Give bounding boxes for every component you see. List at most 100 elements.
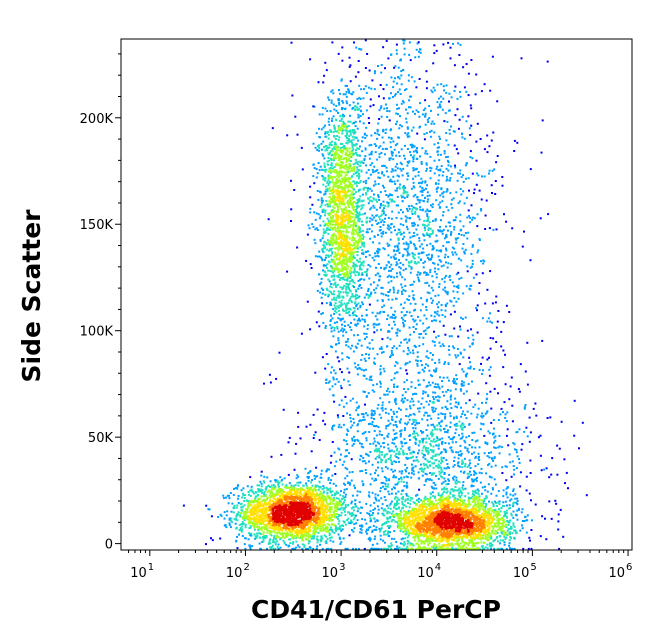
data-point (473, 543, 476, 546)
data-point (251, 521, 254, 524)
data-point (278, 490, 281, 493)
data-point (303, 524, 306, 527)
data-point (324, 496, 327, 499)
data-point (312, 506, 315, 509)
data-point (522, 547, 525, 550)
data-point (280, 529, 283, 532)
data-point (277, 507, 280, 510)
data-point (423, 527, 425, 530)
data-point (241, 516, 244, 519)
data-point (416, 534, 419, 537)
data-point (255, 506, 257, 509)
data-point (325, 486, 328, 489)
data-point (304, 516, 307, 519)
data-point (388, 527, 391, 529)
data-point (470, 508, 473, 511)
data-point (492, 505, 495, 508)
data-point (490, 537, 493, 540)
data-point (245, 517, 248, 519)
data-point (305, 487, 308, 490)
data-point (492, 532, 495, 535)
data-point (441, 502, 444, 505)
data-point (258, 490, 261, 492)
data-point (418, 545, 421, 548)
data-point (432, 531, 435, 534)
data-point (384, 530, 387, 532)
data-point (406, 527, 409, 529)
data-point (437, 528, 440, 530)
data-point (425, 534, 427, 537)
data-point (463, 534, 466, 537)
data-point (390, 492, 393, 495)
data-point (254, 491, 257, 493)
data-point (274, 547, 277, 550)
data-point (506, 504, 508, 507)
data-point (449, 537, 452, 540)
data-point (403, 530, 406, 533)
data-point (266, 491, 269, 494)
data-point (252, 506, 255, 509)
data-point (497, 518, 500, 521)
data-point (478, 528, 480, 531)
data-point (509, 536, 512, 538)
data-point (313, 495, 316, 498)
data-point (486, 534, 489, 536)
data-point (235, 526, 238, 529)
data-point (300, 511, 303, 514)
data-point (338, 503, 341, 506)
data-point (289, 528, 292, 531)
data-point (306, 510, 308, 513)
data-point (499, 542, 502, 545)
data-point (387, 507, 390, 510)
data-point (397, 517, 400, 520)
data-point (451, 538, 454, 541)
data-point (384, 533, 387, 536)
data-point (267, 520, 270, 523)
data-point (458, 517, 461, 520)
data-point (456, 537, 459, 540)
data-point (296, 514, 299, 517)
data-point (330, 491, 333, 494)
data-point (473, 504, 476, 507)
data-point (321, 547, 324, 550)
data-point (470, 522, 473, 524)
data-point (308, 505, 311, 508)
data-point (281, 497, 284, 500)
data-point (260, 470, 263, 473)
data-point (282, 518, 284, 521)
data-point (496, 531, 499, 534)
data-point (466, 536, 469, 539)
data-point (425, 509, 428, 512)
data-point (254, 518, 257, 521)
data-point (353, 523, 356, 526)
data-point (302, 484, 305, 487)
data-point (456, 511, 459, 514)
data-point (250, 509, 253, 512)
data-point (447, 535, 450, 538)
data-point (312, 513, 315, 516)
data-point (344, 496, 347, 499)
data-point (285, 543, 288, 546)
data-point (386, 525, 389, 528)
data-point (323, 508, 326, 511)
data-point (472, 514, 475, 517)
data-point (276, 531, 279, 534)
data-point (461, 502, 464, 505)
data-point (237, 511, 240, 514)
data-point (309, 509, 312, 511)
data-point (251, 524, 254, 527)
data-point (345, 488, 348, 491)
data-point (445, 491, 448, 494)
data-point (288, 489, 291, 491)
data-point (411, 523, 414, 526)
data-point (469, 530, 472, 533)
data-point (277, 504, 280, 506)
data-point (255, 517, 258, 519)
data-point (415, 542, 418, 545)
data-point (266, 518, 269, 521)
data-point (433, 543, 436, 546)
data-point (407, 533, 410, 535)
data-point (393, 530, 396, 532)
data-point (265, 535, 268, 538)
